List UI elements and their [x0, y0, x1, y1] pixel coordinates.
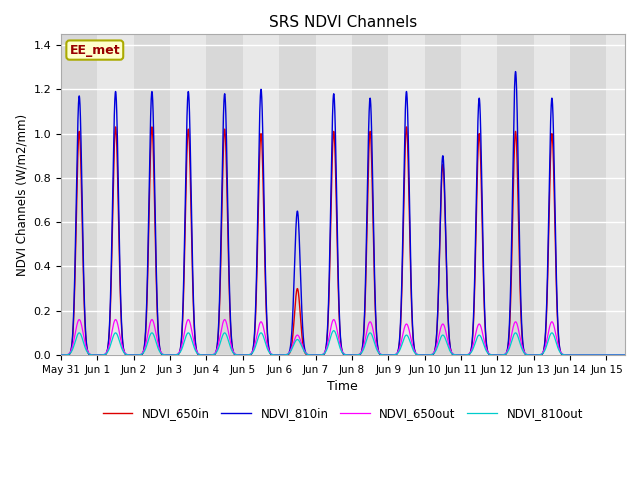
NDVI_810in: [512, 69, 520, 74]
NDVI_810out: [475, 332, 483, 338]
NDVI_650out: [76, 317, 83, 323]
NDVI_810in: [86, 351, 93, 357]
Bar: [170, 34, 207, 355]
NDVI_810out: [391, 352, 399, 358]
NDVI_650out: [261, 333, 269, 338]
Bar: [424, 34, 461, 355]
X-axis label: Time: Time: [328, 380, 358, 393]
Y-axis label: NDVI Channels (W/m2/mm): NDVI Channels (W/m2/mm): [15, 113, 28, 276]
NDVI_810out: [261, 339, 269, 345]
Line: NDVI_650in: NDVI_650in: [61, 127, 625, 355]
Bar: [207, 34, 243, 355]
NDVI_650in: [57, 352, 65, 358]
NDVI_810out: [330, 328, 337, 334]
NDVI_810in: [475, 97, 483, 103]
NDVI_650out: [505, 343, 513, 349]
NDVI_810out: [415, 352, 423, 358]
NDVI_650in: [505, 334, 513, 340]
Line: NDVI_650out: NDVI_650out: [61, 320, 625, 355]
NDVI_810out: [621, 352, 628, 358]
NDVI_650in: [112, 124, 120, 130]
NDVI_810out: [86, 351, 93, 357]
NDVI_650in: [415, 352, 423, 358]
Bar: [279, 34, 316, 355]
NDVI_810in: [57, 352, 65, 358]
NDVI_650out: [391, 352, 399, 358]
Title: SRS NDVI Channels: SRS NDVI Channels: [269, 15, 417, 30]
Line: NDVI_810out: NDVI_810out: [61, 331, 625, 355]
NDVI_650in: [86, 352, 93, 358]
Legend: NDVI_650in, NDVI_810in, NDVI_650out, NDVI_810out: NDVI_650in, NDVI_810in, NDVI_650out, NDV…: [98, 403, 588, 425]
Bar: [570, 34, 607, 355]
Line: NDVI_810in: NDVI_810in: [61, 72, 625, 355]
NDVI_650out: [57, 352, 65, 358]
Bar: [388, 34, 424, 355]
NDVI_650in: [261, 271, 269, 277]
Bar: [497, 34, 534, 355]
NDVI_650out: [621, 352, 628, 358]
NDVI_650out: [415, 352, 423, 358]
Bar: [134, 34, 170, 355]
Bar: [461, 34, 497, 355]
NDVI_810out: [505, 346, 513, 352]
NDVI_810in: [415, 352, 423, 358]
NDVI_650in: [391, 352, 399, 358]
NDVI_650in: [475, 132, 483, 137]
Bar: [607, 34, 640, 355]
NDVI_810in: [261, 252, 269, 258]
Bar: [534, 34, 570, 355]
NDVI_650out: [86, 351, 93, 357]
Bar: [316, 34, 352, 355]
Bar: [61, 34, 97, 355]
Bar: [243, 34, 279, 355]
NDVI_810out: [57, 352, 65, 358]
NDVI_810in: [390, 352, 398, 358]
Text: EE_met: EE_met: [70, 44, 120, 57]
Bar: [352, 34, 388, 355]
Bar: [97, 34, 134, 355]
NDVI_650out: [475, 321, 483, 327]
NDVI_810in: [505, 331, 513, 336]
NDVI_810in: [621, 352, 628, 358]
NDVI_650in: [621, 352, 628, 358]
